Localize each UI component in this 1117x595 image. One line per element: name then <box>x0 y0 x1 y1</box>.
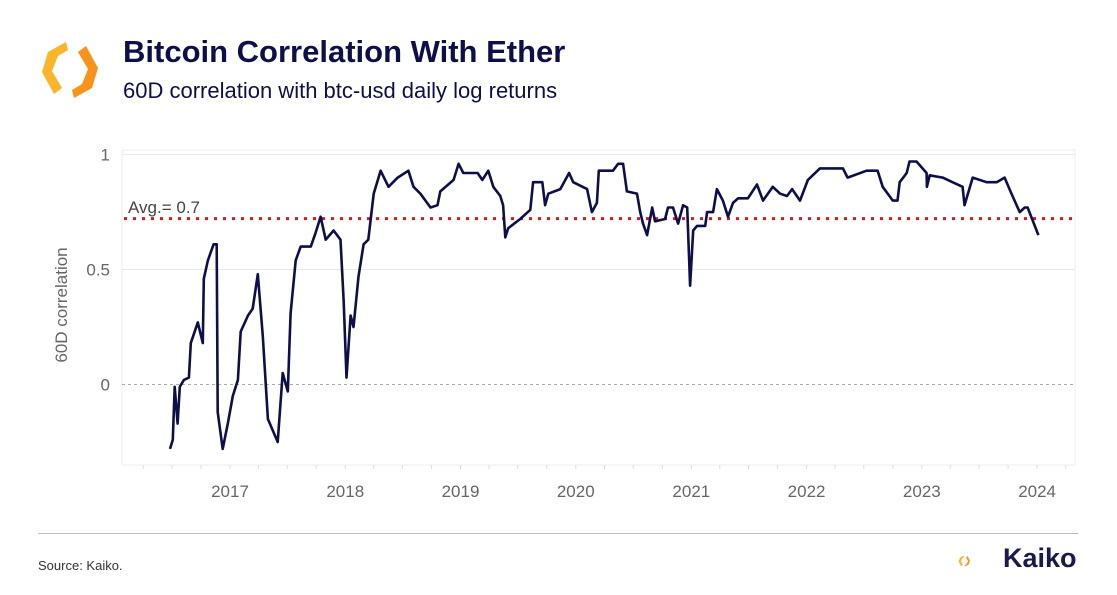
footer-divider <box>38 533 1078 534</box>
x-tick-label: 2017 <box>211 482 249 501</box>
y-axis-label: 60D correlation <box>52 247 71 362</box>
kaiko-logo-icon <box>42 42 98 98</box>
y-tick-label: 0 <box>101 376 110 395</box>
x-tick-label: 2020 <box>557 482 595 501</box>
x-tick-label: 2018 <box>326 482 364 501</box>
y-tick-label: 0.5 <box>86 261 110 280</box>
kaiko-brand-logo-icon <box>958 555 970 567</box>
chart-title: Bitcoin Correlation With Ether <box>123 34 566 69</box>
brand-name: Kaiko <box>1003 543 1077 573</box>
x-tick-label: 2023 <box>903 482 941 501</box>
x-tick-label: 2021 <box>672 482 710 501</box>
x-tick-label: 2019 <box>442 482 480 501</box>
y-tick-label: 1 <box>101 146 110 165</box>
average-label: Avg.= 0.7 <box>128 198 200 217</box>
series-line <box>168 160 1040 451</box>
plot-panel <box>121 149 1076 466</box>
chart-subtitle: 60D correlation with btc-usd daily log r… <box>123 78 558 103</box>
source-note: Source: Kaiko. <box>38 558 123 573</box>
chart: 60D correlation 0 0.5 1 2017 2018 2019 2020 20… <box>52 146 1076 501</box>
x-tick-label: 2024 <box>1018 482 1056 501</box>
x-tick-label: 2022 <box>788 482 826 501</box>
